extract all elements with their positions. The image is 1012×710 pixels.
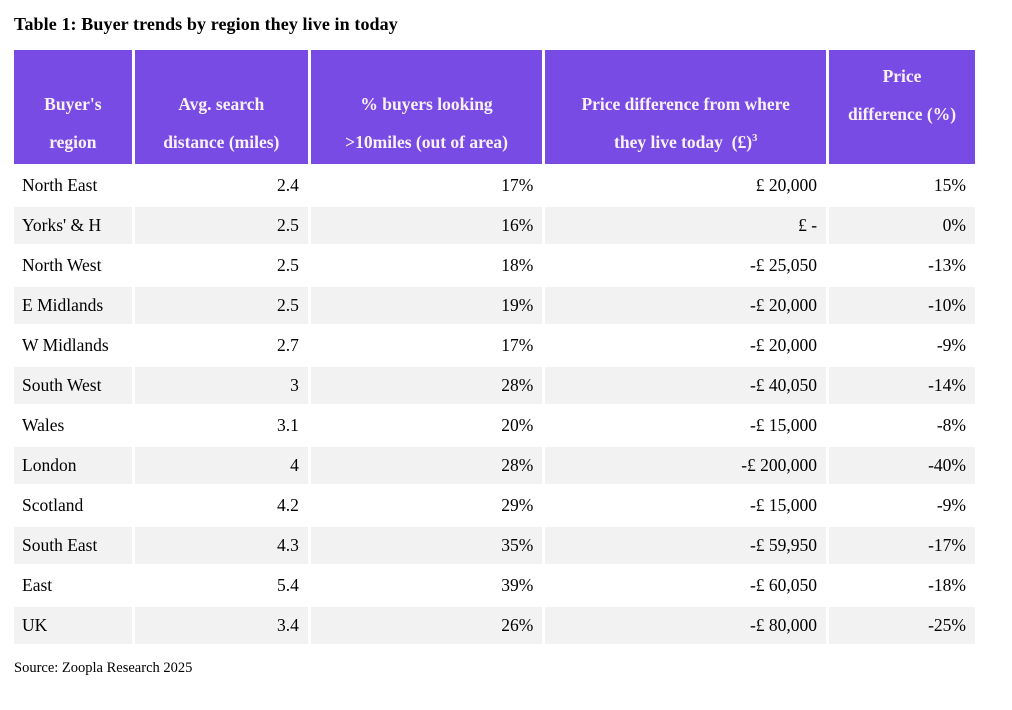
value-cell: 2.7 [134, 327, 308, 364]
value-cell: 20% [310, 407, 543, 444]
value-cell: 4 [134, 447, 308, 484]
table-row: North East 2.4 17% £ 20,000 15% [14, 167, 975, 204]
value-cell: 17% [310, 167, 543, 204]
page-title: Table 1: Buyer trends by region they liv… [14, 14, 398, 34]
column-header-line: they live today (£)3 [614, 132, 758, 152]
region-cell: W Midlands [14, 327, 132, 364]
region-cell: Wales [14, 407, 132, 444]
region-cell: North West [14, 247, 132, 284]
value-cell: -£ 60,050 [545, 567, 827, 604]
value-cell: 4.3 [134, 527, 308, 564]
table-row: East 5.4 39% -£ 60,050 -18% [14, 567, 975, 604]
value-cell: 2.4 [134, 167, 308, 204]
value-cell: 26% [310, 607, 543, 644]
value-cell: -40% [829, 447, 975, 484]
value-cell: -9% [829, 327, 975, 364]
value-cell: -£ 200,000 [545, 447, 827, 484]
region-cell: South West [14, 367, 132, 404]
value-cell: -£ 25,050 [545, 247, 827, 284]
table-row: E Midlands 2.5 19% -£ 20,000 -10% [14, 287, 975, 324]
table-row: W Midlands 2.7 17% -£ 20,000 -9% [14, 327, 975, 364]
value-cell: 3.1 [134, 407, 308, 444]
table-body: North East 2.4 17% £ 20,000 15% Yorks' & H 2.5… [14, 167, 975, 644]
column-header-price-difference-pct: Price difference (%) [829, 50, 975, 164]
column-header-line: distance (miles) [163, 132, 280, 152]
column-header-line: Price difference from where [581, 94, 790, 114]
value-cell: 16% [310, 207, 543, 244]
value-cell: -£ 80,000 [545, 607, 827, 644]
value-cell: 28% [310, 367, 543, 404]
column-header-line: Avg. search [178, 94, 265, 114]
value-cell: -£ 40,050 [545, 367, 827, 404]
table-row: South West 3 28% -£ 40,050 -14% [14, 367, 975, 404]
column-header-pct-buyers-looking: % buyers looking >10miles (out of area) [310, 50, 543, 164]
source-note: Source: Zoopla Research 2025 [14, 660, 193, 676]
value-cell: -10% [829, 287, 975, 324]
value-cell: 29% [310, 487, 543, 524]
value-cell: 0% [829, 207, 975, 244]
column-header-price-difference-gbp: Price difference from where they live tod… [545, 50, 827, 164]
value-cell: 3.4 [134, 607, 308, 644]
value-cell: -25% [829, 607, 975, 644]
region-cell: Yorks' & H [14, 207, 132, 244]
value-cell: -£ 15,000 [545, 407, 827, 444]
value-cell: 3 [134, 367, 308, 404]
value-cell: 2.5 [134, 247, 308, 284]
region-cell: East [14, 567, 132, 604]
value-cell: -8% [829, 407, 975, 444]
footnote-marker: 3 [752, 133, 758, 145]
column-header-line: region [49, 132, 97, 152]
value-cell: 35% [310, 527, 543, 564]
value-cell: 19% [310, 287, 543, 324]
column-header-buyers-region: Buyer's region [14, 50, 132, 164]
value-cell: £ - [545, 207, 827, 244]
value-cell: -14% [829, 367, 975, 404]
value-cell: -13% [829, 247, 975, 284]
region-cell: North East [14, 167, 132, 204]
value-cell: -£ 20,000 [545, 327, 827, 364]
table-row: North West 2.5 18% -£ 25,050 -13% [14, 247, 975, 284]
table-row: Scotland 4.2 29% -£ 15,000 -9% [14, 487, 975, 524]
value-cell: -£ 15,000 [545, 487, 827, 524]
value-cell: 39% [310, 567, 543, 604]
table-row: London 4 28% -£ 200,000 -40% [14, 447, 975, 484]
region-cell: South East [14, 527, 132, 564]
value-cell: 5.4 [134, 567, 308, 604]
value-cell: 2.5 [134, 207, 308, 244]
value-cell: 2.5 [134, 287, 308, 324]
region-cell: E Midlands [14, 287, 132, 324]
value-cell: -18% [829, 567, 975, 604]
column-header-line: % buyers looking [360, 94, 493, 114]
value-cell: -17% [829, 527, 975, 564]
value-cell: -£ 20,000 [545, 287, 827, 324]
table-row: South East 4.3 35% -£ 59,950 -17% [14, 527, 975, 564]
region-cell: UK [14, 607, 132, 644]
region-cell: London [14, 447, 132, 484]
column-header-line: Buyer's [44, 94, 102, 114]
value-cell: -9% [829, 487, 975, 524]
buyer-trends-table: Buyer's region Avg. search distance (miles)… [11, 47, 978, 647]
value-cell: 17% [310, 327, 543, 364]
value-cell: £ 20,000 [545, 167, 827, 204]
value-cell: 18% [310, 247, 543, 284]
table-row: Yorks' & H 2.5 16% £ -0% [14, 207, 975, 244]
table-header-row: Buyer's region Avg. search distance (miles)… [14, 50, 975, 164]
column-header-line: Price [882, 66, 922, 86]
table-row: UK 3.4 26% -£ 80,000 -25% [14, 607, 975, 644]
value-cell: 28% [310, 447, 543, 484]
column-header-line: >10miles (out of area) [345, 132, 508, 152]
value-cell: -£ 59,950 [545, 527, 827, 564]
column-header-line: difference (%) [848, 104, 957, 124]
column-header-avg-search-distance: Avg. search distance (miles) [134, 50, 308, 164]
region-cell: Scotland [14, 487, 132, 524]
value-cell: 4.2 [134, 487, 308, 524]
table-row: Wales 3.1 20% -£ 15,000 -8% [14, 407, 975, 444]
value-cell: 15% [829, 167, 975, 204]
